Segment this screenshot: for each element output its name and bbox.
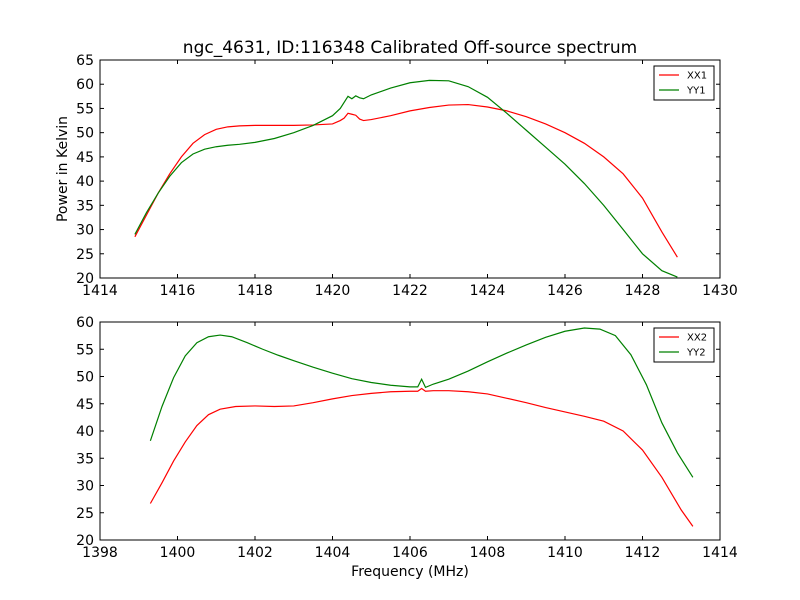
bottom-x-tick-label: 1400: [160, 545, 196, 561]
top-y-tick-label: 60: [76, 77, 94, 93]
top-x-tick-label: 1422: [392, 283, 428, 299]
top-legend-box: [653, 65, 715, 101]
bottom-x-tick-label: 1408: [470, 545, 506, 561]
bottom-x-axis-label: Frequency (MHz): [351, 564, 469, 580]
top-x-tick-label: 1424: [470, 283, 506, 299]
top-y-tick-label: 50: [76, 126, 94, 142]
top-y-tick-label: 65: [76, 53, 94, 69]
top-legend-label-xx1: XX1: [687, 71, 707, 82]
bottom-legend-label-xx2: XX2: [687, 333, 707, 344]
top-x-tick-label: 1428: [625, 283, 661, 299]
bottom-x-tick-label: 1406: [392, 545, 428, 561]
top-x-tick-label: 1416: [160, 283, 196, 299]
bottom-plot: 1398 1400 1402 1404 1406 1408 1410 1412 1414 20 25…: [76, 315, 738, 561]
top-y-tick-label: 40: [76, 174, 94, 190]
top-x-tick-label: 1426: [547, 283, 583, 299]
bottom-y-tick-label: 30: [76, 479, 94, 495]
bottom-y-tick-label: 40: [76, 424, 94, 440]
top-x-tick-label: 1418: [237, 283, 273, 299]
bottom-x-tick-label: 1398: [82, 545, 118, 561]
top-x-tick-label: 1430: [702, 283, 738, 299]
top-legend-label-yy1: YY1: [686, 86, 706, 97]
top-x-tick-label: 1414: [82, 283, 118, 299]
bottom-y-tick-label: 35: [76, 451, 94, 467]
bottom-y-tick-label: 50: [76, 370, 94, 386]
top-y-tick-label: 45: [76, 150, 94, 166]
chart-title: ngc_4631, ID:116348 Calibrated Off-sourc…: [183, 38, 637, 58]
top-y-tick-label: 25: [76, 247, 94, 263]
bottom-y-tick-label: 25: [76, 506, 94, 522]
bottom-series-xx2-line: [149, 387, 694, 527]
bottom-x-tick-label: 1412: [625, 545, 661, 561]
bottom-legend-box: [653, 327, 715, 363]
top-y-tick-label: 55: [76, 101, 94, 117]
bottom-series-yy2-line: [149, 327, 694, 478]
bottom-y-tick-label: 60: [76, 315, 94, 331]
top-plot: 1414 1416 1418 1420 1422 1424 1426 1428 1430 20 25…: [76, 53, 738, 299]
bottom-legend-label-yy2: YY2: [686, 348, 706, 359]
top-y-tick-label: 20: [76, 271, 94, 287]
top-x-tick-label: 1420: [315, 283, 351, 299]
bottom-x-tick-label: 1414: [702, 545, 738, 561]
top-y-tick-label: 35: [76, 198, 94, 214]
bottom-y-tick-label: 20: [76, 533, 94, 549]
bottom-y-tick-label: 55: [76, 342, 94, 358]
bottom-x-tick-label: 1410: [547, 545, 583, 561]
top-series-yy1-line: [134, 79, 678, 278]
bottom-x-tick-label: 1402: [237, 545, 273, 561]
top-y-tick-label: 30: [76, 223, 94, 239]
top-y-axis-label: Power in Kelvin: [55, 116, 71, 222]
bottom-x-tick-label: 1404: [315, 545, 351, 561]
bottom-y-tick-label: 45: [76, 397, 94, 413]
top-series-xx1-line: [134, 103, 678, 258]
